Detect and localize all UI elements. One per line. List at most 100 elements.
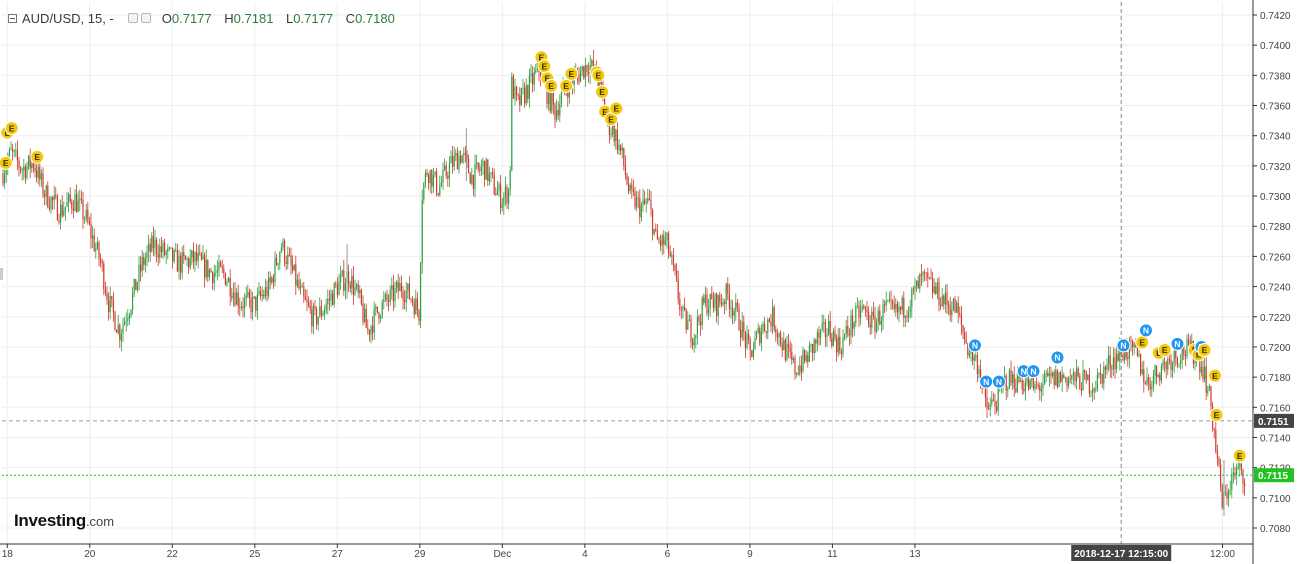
economic-event-marker[interactable]: E	[595, 84, 610, 99]
economic-event-marker[interactable]: E	[1209, 407, 1224, 422]
candle-body	[530, 73, 532, 76]
economic-event-marker[interactable]: E	[591, 68, 606, 83]
candle	[1154, 364, 1156, 384]
news-event-marker[interactable]: N	[1138, 323, 1153, 338]
candle-body	[460, 155, 462, 163]
candle-body	[535, 70, 537, 73]
candle	[644, 190, 646, 206]
candle-body	[810, 344, 812, 346]
candle-body	[108, 300, 110, 313]
candle-body	[984, 386, 986, 398]
candle-body	[978, 369, 980, 375]
candle-body	[700, 321, 702, 326]
economic-event-marker[interactable]: E	[537, 59, 552, 74]
candle-body	[53, 195, 55, 201]
economic-event-marker[interactable]: E	[1157, 342, 1172, 357]
candle	[869, 315, 871, 335]
grid-lines	[2, 2, 1253, 544]
candle-body	[965, 339, 967, 344]
candle-body	[956, 302, 958, 313]
candle	[876, 318, 878, 334]
eye-icon[interactable]	[127, 13, 138, 23]
candle-body	[429, 170, 431, 183]
candle-body	[189, 257, 191, 268]
economic-event-marker[interactable]: E	[544, 78, 559, 93]
candle-body	[455, 153, 457, 156]
economic-event-marker[interactable]: E	[1232, 448, 1247, 463]
candle-body	[178, 255, 180, 272]
candle	[472, 174, 474, 196]
economic-event-marker[interactable]: E	[30, 149, 45, 164]
news-event-marker[interactable]: N	[1026, 364, 1041, 379]
news-event-marker[interactable]: N	[979, 374, 994, 389]
candle	[1205, 357, 1207, 401]
candle	[175, 243, 177, 253]
candle	[791, 343, 793, 365]
candle-body	[1111, 369, 1113, 370]
candle	[218, 254, 220, 277]
y-tick-label: 0.7380	[1260, 71, 1291, 82]
economic-event-marker[interactable]: E	[0, 155, 13, 170]
economic-event-marker[interactable]: E	[564, 66, 579, 81]
economic-event-marker[interactable]: E	[1135, 335, 1150, 350]
candle	[1096, 368, 1098, 392]
candle	[1144, 380, 1146, 385]
candle	[634, 186, 636, 210]
candle-body	[450, 156, 452, 164]
candle-body	[501, 204, 503, 208]
candle	[1152, 369, 1154, 392]
candle	[640, 201, 642, 222]
candle-body	[232, 292, 234, 299]
symbol-label[interactable]: AUD/USD, 15, -	[22, 10, 114, 26]
candle-body	[349, 283, 351, 289]
news-event-marker[interactable]: N	[1050, 350, 1065, 365]
candle	[759, 325, 761, 346]
economic-event-marker[interactable]: E	[1207, 368, 1222, 383]
candle-body	[452, 156, 454, 167]
candle	[677, 270, 679, 305]
candle	[832, 328, 834, 347]
candle	[1068, 376, 1070, 390]
candle-body	[818, 331, 820, 338]
candle-body	[1076, 368, 1078, 381]
candle	[132, 287, 134, 315]
economic-event-marker[interactable]: E	[609, 101, 624, 116]
candle	[714, 293, 716, 312]
economic-event-marker[interactable]: E	[4, 121, 19, 136]
economic-event-marker[interactable]: E	[559, 78, 574, 93]
candle-body	[692, 341, 694, 346]
candle-body	[962, 325, 964, 333]
candle-body	[384, 294, 386, 300]
economic-event-marker[interactable]: E	[1197, 342, 1212, 357]
candle	[1224, 484, 1226, 497]
candle-body	[1114, 357, 1116, 369]
candle	[941, 288, 943, 307]
collapse-icon[interactable]	[8, 13, 17, 23]
news-event-marker[interactable]: N	[967, 338, 982, 353]
candle-body	[1024, 382, 1026, 392]
event-marker-label: N	[1030, 366, 1036, 376]
news-event-marker[interactable]: N	[1170, 336, 1185, 351]
candle	[1045, 370, 1047, 383]
candle	[618, 138, 620, 155]
candle-body	[644, 199, 646, 204]
settings-icon[interactable]	[140, 13, 151, 23]
left-scroll-handle[interactable]	[0, 268, 3, 280]
candle-body	[316, 309, 318, 325]
investing-logo: Investing.com	[14, 511, 114, 531]
candle	[343, 260, 345, 296]
candle	[1044, 370, 1046, 386]
event-marker-label: E	[602, 107, 608, 117]
candle-body	[799, 365, 801, 375]
candle	[421, 189, 423, 274]
candle	[850, 310, 852, 344]
candle-body	[303, 287, 305, 297]
news-event-marker[interactable]: N	[991, 374, 1006, 389]
news-event-marker[interactable]: N	[1116, 338, 1131, 353]
candle-body	[93, 235, 95, 251]
candle	[20, 166, 22, 174]
candle	[1050, 366, 1052, 384]
candle	[1210, 385, 1212, 415]
candle-body	[266, 287, 268, 296]
